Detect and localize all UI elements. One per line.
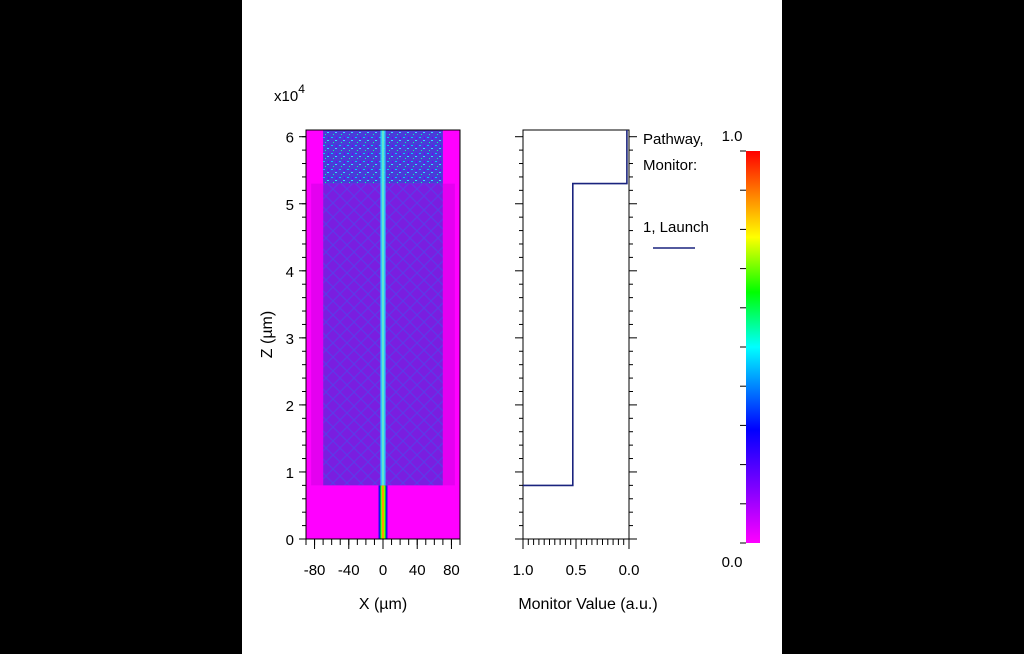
y-multiplier: x104 bbox=[274, 82, 305, 105]
colorbar-gradient bbox=[746, 151, 760, 543]
x-axis-title: X (µm) bbox=[359, 596, 407, 613]
cladding-band-left bbox=[311, 183, 324, 486]
y-tick-label: 4 bbox=[286, 264, 294, 281]
field-heatmap: 0 1 2 3 4 5 6 -80 -40 0 40 80 X (µm) Z (µm) x104 bbox=[259, 82, 461, 613]
y-tick-label: 3 bbox=[286, 331, 294, 348]
y-axis-title: Z (µm) bbox=[259, 311, 276, 358]
colorbar: 1.0 0.0 bbox=[722, 128, 760, 571]
x-tick-label: -80 bbox=[304, 562, 326, 579]
x-tick-label: 0 bbox=[379, 562, 387, 579]
y-tick-label: 1 bbox=[286, 465, 294, 482]
series-line-launch bbox=[523, 130, 628, 487]
legend-entry-label: 1, Launch bbox=[643, 219, 709, 236]
monitor-x-axis-title: Monitor Value (a.u.) bbox=[518, 596, 657, 613]
x-tick-label: 40 bbox=[409, 562, 426, 579]
figure-panel: 0 1 2 3 4 5 6 -80 -40 0 40 80 X (µm) Z (µm) x104 1.0 0.… bbox=[242, 0, 782, 654]
monitor-x-tick-label: 1.0 bbox=[513, 562, 534, 579]
colorbar-max-label: 1.0 bbox=[722, 128, 743, 145]
y-tick-label: 0 bbox=[286, 532, 294, 549]
y-tick-label: 5 bbox=[286, 197, 294, 214]
colorbar-min-label: 0.0 bbox=[722, 554, 743, 571]
y-tick-label: 6 bbox=[286, 130, 294, 147]
monitor-x-tick-label: 0.0 bbox=[619, 562, 640, 579]
monitor-x-tick-label: 0.5 bbox=[566, 562, 587, 579]
legend-title-line2: Monitor: bbox=[643, 157, 697, 174]
y-tick-label: 2 bbox=[286, 398, 294, 415]
cladding-band-right bbox=[442, 183, 455, 486]
x-tick-label: -40 bbox=[338, 562, 360, 579]
monitor-plot: 1.0 0.5 0.0 Monitor Value (a.u.) Pathway, Mon… bbox=[513, 129, 709, 613]
region-launch-segment bbox=[377, 485, 389, 539]
legend-title-line1: Pathway, bbox=[643, 131, 704, 148]
figure-svg: 0 1 2 3 4 5 6 -80 -40 0 40 80 X (µm) Z (µm) x104 1.0 0.… bbox=[259, 82, 760, 613]
guided-beam-center bbox=[382, 130, 384, 486]
monitor-frame bbox=[522, 129, 630, 540]
x-tick-label: 80 bbox=[443, 562, 460, 579]
